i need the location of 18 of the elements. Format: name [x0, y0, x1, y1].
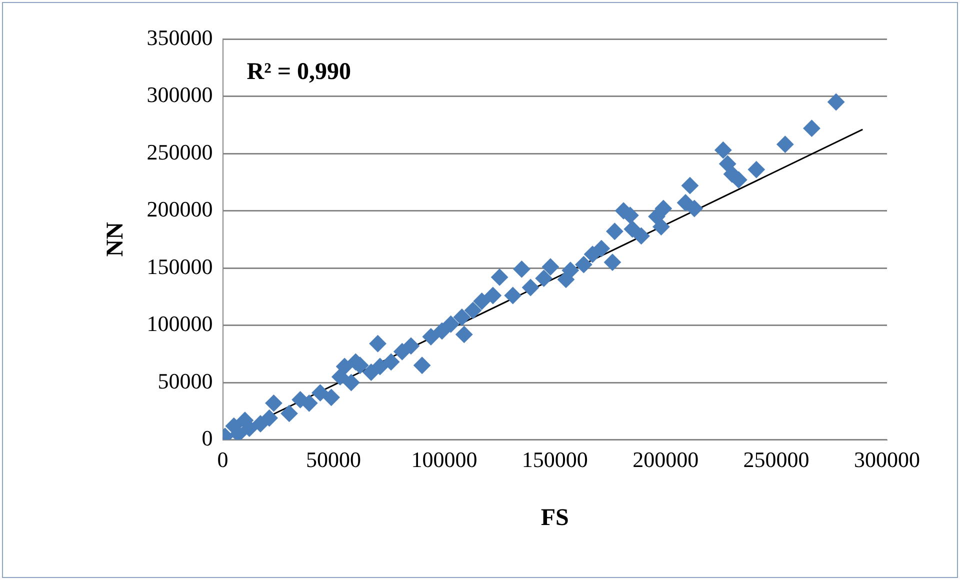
y-tick-label: 250000 [146, 139, 213, 164]
y-tick-label: 350000 [146, 24, 213, 50]
x-axis-title: FS [540, 504, 569, 531]
y-tick-label: 0 [202, 426, 213, 451]
x-tick-label: 300000 [854, 446, 920, 472]
x-tick-label: 200000 [632, 446, 699, 472]
x-tick-label: 0 [217, 446, 228, 472]
y-tick-label: 200000 [146, 196, 213, 222]
y-tick-label: 50000 [158, 368, 213, 394]
y-tick-label: 300000 [146, 82, 213, 108]
x-tick-label: 150000 [522, 446, 588, 472]
y-tick-label: 150000 [146, 254, 213, 279]
annotation: R² = 0,990 [246, 59, 352, 86]
x-tick-label: 250000 [743, 446, 810, 472]
x-tick-label: 50000 [306, 446, 361, 472]
y-axis-title: NN [102, 221, 129, 257]
x-tick-label: 100000 [411, 446, 478, 472]
y-tick-label: 100000 [146, 311, 213, 336]
